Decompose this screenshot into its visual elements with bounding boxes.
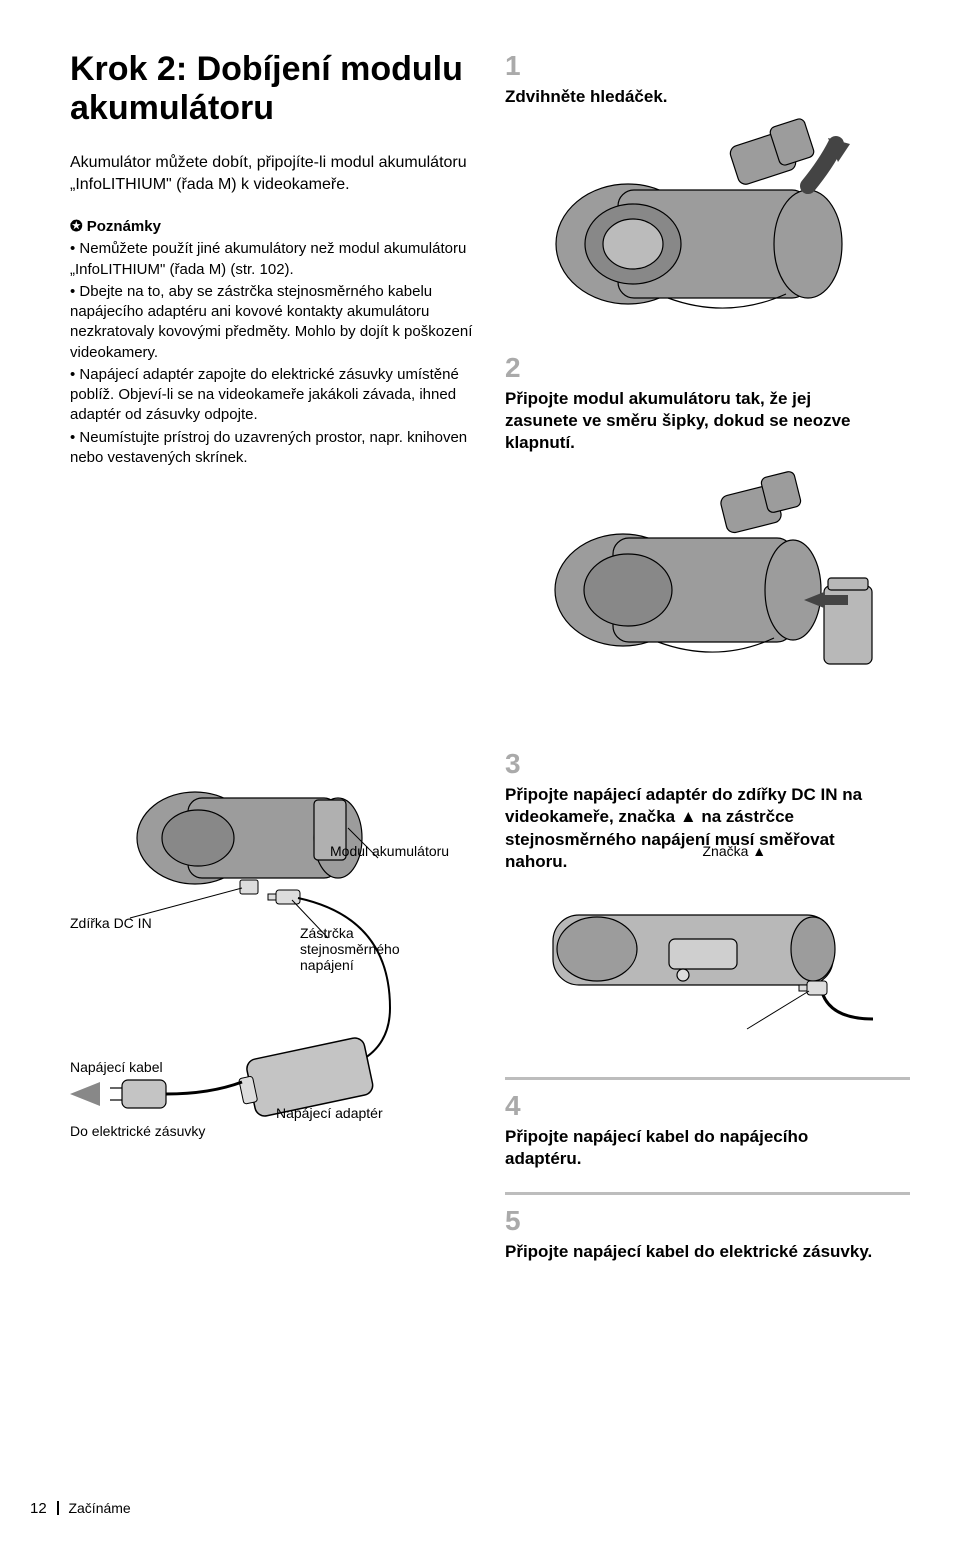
intro-text: Akumulátor můžete dobít, připojíte-li mo… — [70, 152, 475, 195]
step1-figure — [505, 114, 910, 334]
section-name: Začínáme — [68, 1500, 130, 1516]
step-text: Připojte napájecí adaptér do zdířky DC I… — [505, 780, 880, 872]
step2-figure — [505, 460, 910, 690]
step-text: Připojte napájecí kabel do napájecího ad… — [505, 1122, 880, 1170]
label-ac-adapter: Napájecí adaptér — [276, 1105, 383, 1121]
step-number: 5 — [505, 1205, 531, 1237]
page-number: 12 — [30, 1500, 47, 1517]
label-battery: Modul akumulátoru — [330, 843, 449, 859]
note-item: Napájecí adaptér zapojte do elektrické z… — [70, 365, 475, 426]
step-text: Zdvihněte hledáček. — [505, 82, 880, 108]
page-title: Krok 2: Dobíjení modulu akumulátoru — [70, 50, 475, 128]
page-footer: 12 Začínáme — [30, 1500, 131, 1517]
step-number: 4 — [505, 1090, 531, 1122]
note-item: Dbejte na to, aby se zástrčka stejnosměr… — [70, 282, 475, 363]
notes-heading: Poznámky — [70, 217, 475, 235]
step-text: Připojte napájecí kabel do elektrické zá… — [505, 1237, 880, 1263]
divider — [505, 1192, 910, 1195]
label-mark: Značka ▲ — [703, 843, 767, 859]
step-2: 2 Připojte modul akumulátoru tak, že jej… — [505, 352, 910, 454]
footer-bar — [57, 1501, 59, 1515]
divider — [505, 1077, 910, 1080]
step-number: 3 — [505, 748, 531, 780]
step-number: 1 — [505, 50, 531, 82]
label-dc-in: Zdířka DC IN — [70, 915, 152, 931]
step3-figure: Značka ▲ — [505, 879, 910, 1059]
label-to-outlet: Do elektrické zásuvky — [70, 1123, 205, 1139]
note-item: Nemůžete použít jiné akumulátory než mod… — [70, 239, 475, 280]
step-number: 2 — [505, 352, 531, 384]
notes-list: Nemůžete použít jiné akumulátory než mod… — [70, 239, 475, 468]
step-text: Připojte modul akumulátoru tak, že jej z… — [505, 384, 880, 454]
step-1: 1 Zdvihněte hledáček. — [505, 50, 910, 108]
step-5: 5 Připojte napájecí kabel do elektrické … — [505, 1205, 910, 1263]
label-power-cord: Napájecí kabel — [70, 1059, 163, 1075]
step-4: 4 Připojte napájecí kabel do napájecího … — [505, 1090, 910, 1170]
note-item: Neumístujte prístroj do uzavrených prost… — [70, 428, 475, 469]
label-dc-plug: Zástrčka stejnosměrného napájení — [300, 925, 450, 973]
